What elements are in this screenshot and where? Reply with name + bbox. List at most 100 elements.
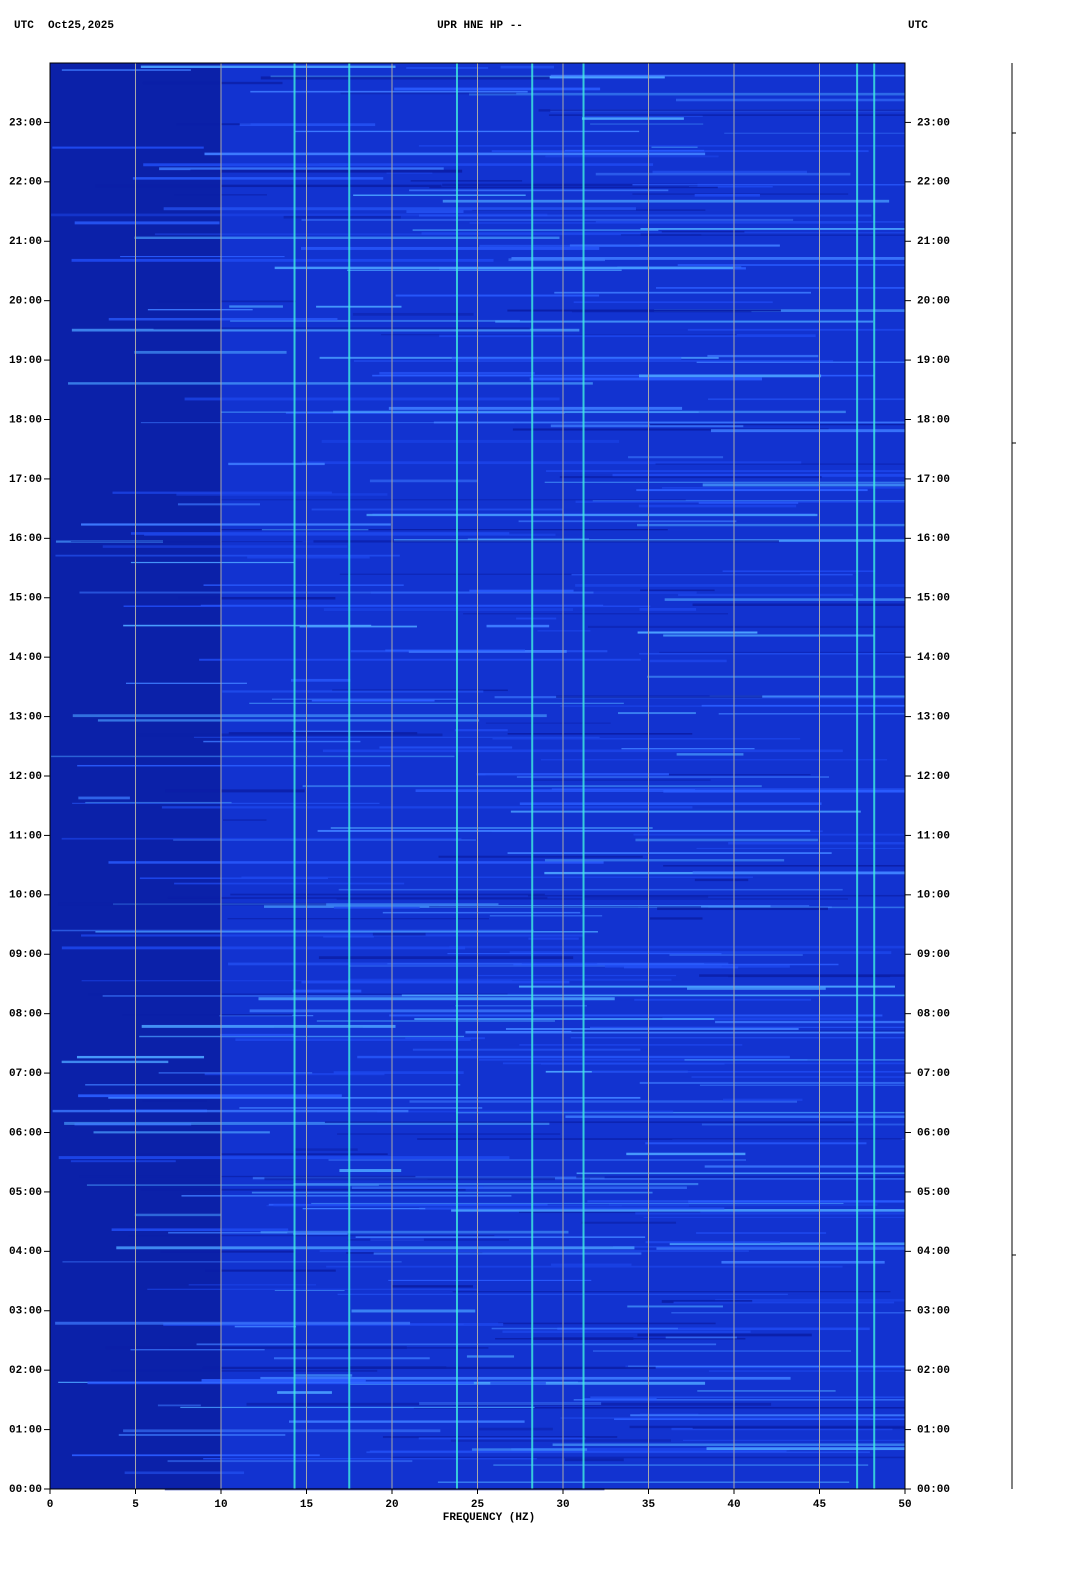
noise-streak [357, 1055, 790, 1059]
noise-streak [79, 1175, 416, 1178]
noise-streak [649, 917, 703, 920]
noise-streak [316, 1020, 555, 1022]
noise-streak [490, 1381, 546, 1385]
noise-streak [316, 305, 402, 308]
noise-streak [55, 1321, 411, 1325]
noise-streak [613, 1246, 905, 1248]
noise-streak [655, 463, 905, 465]
noise-streak [696, 361, 905, 363]
noise-streak [708, 1370, 905, 1372]
x-axis-label: FREQUENCY (HZ) [443, 1512, 535, 1524]
noise-streak [573, 1398, 905, 1401]
noise-streak [120, 256, 285, 258]
noise-streak [97, 719, 480, 722]
noise-streak [545, 155, 719, 158]
noise-streak [369, 479, 477, 483]
noise-streak [591, 1070, 905, 1073]
noise-streak [333, 906, 420, 909]
noise-streak [698, 501, 799, 504]
noise-streak [581, 117, 684, 120]
noise-streak [671, 1427, 893, 1431]
noise-streak [544, 481, 905, 483]
noise-streak [125, 682, 247, 684]
y-tick-label: 08:00 [9, 1009, 42, 1021]
noise-streak [78, 1094, 342, 1098]
noise-streak [142, 1100, 207, 1102]
noise-streak [665, 1336, 737, 1339]
noise-streak [135, 1153, 388, 1156]
noise-streak [569, 244, 780, 247]
noise-streak [168, 1231, 288, 1234]
noise-streak [346, 269, 622, 271]
noise-streak [134, 236, 560, 240]
noise-streak [292, 989, 362, 993]
noise-streak [58, 902, 327, 906]
noise-streak [710, 429, 905, 433]
noise-streak [188, 1284, 316, 1286]
noise-streak [718, 713, 905, 715]
noise-streak [640, 228, 905, 230]
noise-streak [529, 377, 763, 381]
noise-streak [433, 421, 905, 424]
noise-streak [102, 994, 459, 997]
noise-streak [372, 932, 426, 936]
noise-streak [587, 1200, 905, 1203]
noise-streak [142, 81, 283, 85]
y-tick-label: 23:00 [9, 117, 42, 129]
noise-streak [682, 1439, 905, 1442]
y-tick-label: 10:00 [9, 890, 42, 902]
noise-streak [722, 1098, 803, 1102]
y-tick-label: 19:00 [9, 355, 42, 367]
noise-streak [381, 334, 737, 336]
noise-streak [429, 906, 702, 908]
y-tick-label: 05:00 [917, 1187, 950, 1199]
noise-streak [629, 1425, 905, 1429]
noise-streak [239, 123, 376, 127]
noise-streak [184, 397, 560, 401]
noise-streak [123, 1429, 441, 1433]
noise-streak [332, 689, 508, 692]
noise-streak [570, 1037, 905, 1039]
x-tick-label: 15 [300, 1499, 314, 1511]
y-tick-label: 19:00 [917, 355, 950, 367]
noise-streak [389, 1014, 883, 1017]
noise-streak [612, 473, 905, 477]
noise-streak [584, 1398, 657, 1401]
noise-streak [505, 1028, 799, 1030]
x-tick-label: 30 [556, 1499, 569, 1511]
noise-streak [412, 1048, 641, 1051]
noise-streak [531, 779, 711, 781]
noise-streak [589, 1026, 905, 1029]
noise-streak [456, 1111, 905, 1114]
noise-streak [418, 1437, 586, 1440]
noise-streak [605, 964, 790, 968]
noise-streak [708, 398, 905, 401]
noise-streak [702, 483, 905, 487]
noise-streak [592, 1350, 852, 1352]
noise-streak [258, 997, 615, 1001]
noise-streak [650, 423, 905, 426]
noise-streak [645, 1142, 867, 1145]
noise-streak [697, 1390, 836, 1392]
noise-streak [635, 1212, 905, 1215]
noise-streak [639, 653, 905, 655]
noise-streak [554, 291, 812, 294]
noise-streak [639, 1413, 699, 1416]
noise-streak [406, 210, 464, 214]
noise-streak [301, 980, 570, 984]
noise-streak [159, 167, 444, 171]
noise-streak [442, 183, 698, 187]
noise-streak [52, 1109, 409, 1113]
noise-streak [388, 1279, 592, 1281]
noise-streak [353, 194, 526, 197]
noise-streak [219, 1015, 314, 1017]
noise-streak [161, 806, 693, 809]
noise-streak [355, 1236, 646, 1238]
noise-streak [510, 810, 861, 813]
noise-streak [502, 1062, 905, 1065]
noise-streak [251, 1191, 653, 1194]
noise-streak [643, 1216, 905, 1219]
noise-streak [398, 1186, 484, 1189]
noise-streak [132, 177, 384, 180]
noise-streak [134, 1213, 221, 1217]
